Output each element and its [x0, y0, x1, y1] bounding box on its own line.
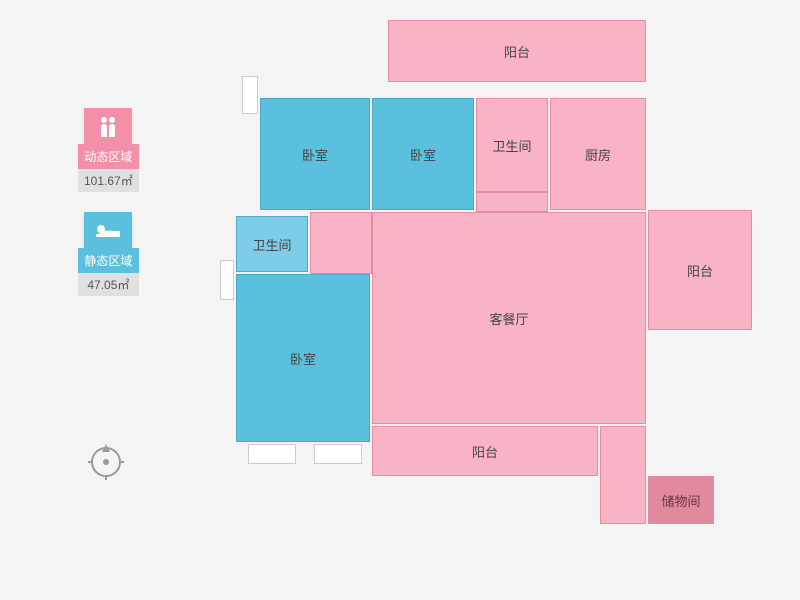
- room-living: 客餐厅: [372, 212, 646, 424]
- label-bedroom-3: 卧室: [290, 349, 316, 368]
- label-bedroom-1: 卧室: [302, 145, 328, 164]
- room-corridor: [310, 212, 372, 274]
- floorplan: 阳台 卧室 卧室 卫生间 厨房 卫生间 客餐厅 阳台 卧室 阳台 储物间: [220, 20, 760, 550]
- notch-4: [314, 444, 362, 464]
- label-kitchen: 厨房: [585, 145, 611, 164]
- compass-icon: [86, 440, 126, 485]
- room-side-wall: [600, 426, 646, 524]
- label-bathroom-1: 卫生间: [492, 136, 531, 155]
- label-balcony-top: 阳台: [504, 42, 530, 61]
- label-living: 客餐厅: [489, 309, 528, 328]
- room-bedroom-2: 卧室: [372, 98, 474, 210]
- room-balcony-top: 阳台: [388, 20, 646, 82]
- legend-dynamic-value: 101.67㎡: [78, 169, 139, 192]
- notch-1: [242, 76, 258, 114]
- legend-panel: 动态区域 101.67㎡ 静态区域 47.05㎡: [78, 108, 139, 316]
- room-kitchen: 厨房: [550, 98, 646, 210]
- notch-2: [220, 260, 234, 300]
- legend-static-label: 静态区域: [78, 248, 139, 273]
- label-balcony-bottom: 阳台: [472, 442, 498, 461]
- room-bedroom-3: 卧室: [236, 274, 370, 442]
- room-balcony-bottom: 阳台: [372, 426, 598, 476]
- legend-dynamic-label: 动态区域: [78, 144, 139, 169]
- notch-3: [248, 444, 296, 464]
- label-bedroom-2: 卧室: [410, 145, 436, 164]
- label-bathroom-2: 卫生间: [252, 235, 291, 254]
- people-icon: [84, 108, 132, 144]
- legend-dynamic: 动态区域 101.67㎡: [78, 108, 139, 192]
- room-bathroom-1: 卫生间: [476, 98, 548, 192]
- room-hall-fill: [476, 192, 548, 212]
- room-balcony-right: 阳台: [648, 210, 752, 330]
- sleep-icon: [84, 212, 132, 248]
- room-bedroom-1: 卧室: [260, 98, 370, 210]
- label-storage: 储物间: [661, 491, 700, 510]
- legend-static: 静态区域 47.05㎡: [78, 212, 139, 296]
- room-bathroom-2: 卫生间: [236, 216, 308, 272]
- legend-static-value: 47.05㎡: [78, 273, 139, 296]
- label-balcony-right: 阳台: [687, 261, 713, 280]
- room-storage: 储物间: [648, 476, 714, 524]
